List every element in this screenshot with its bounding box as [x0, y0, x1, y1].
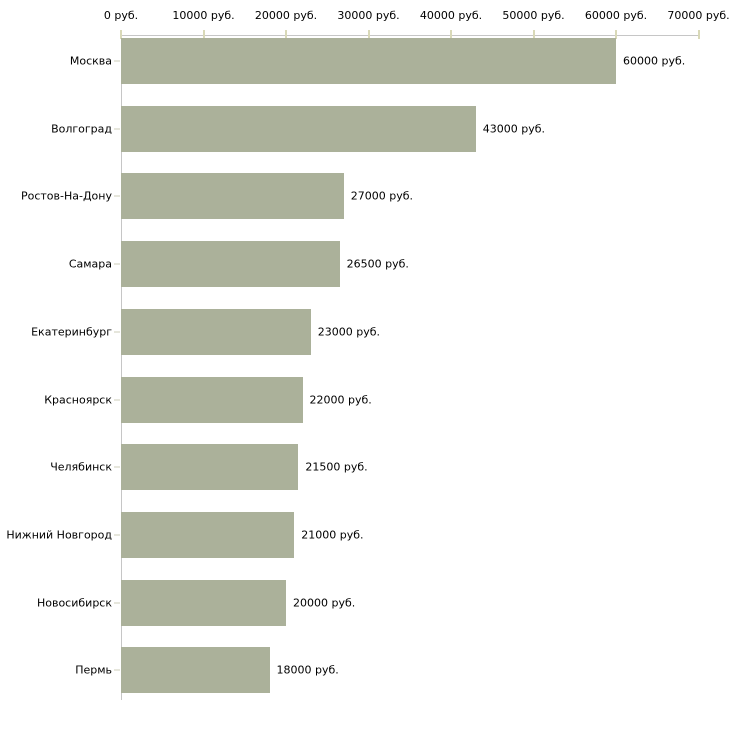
category-label: Ростов-На-Дону	[20, 189, 112, 203]
x-axis-tick-mark	[120, 30, 122, 39]
bar-8	[121, 511, 295, 558]
category-label: Красноярск	[44, 393, 112, 406]
bar-4	[121, 241, 340, 288]
category-tick-mark	[114, 399, 120, 400]
bar-6	[121, 376, 303, 423]
bar-7	[121, 444, 299, 491]
value-label: 22000 руб.	[309, 393, 372, 406]
bar-10	[121, 647, 270, 694]
value-label: 60000 руб.	[623, 54, 686, 68]
category-tick-mark	[114, 60, 120, 62]
x-axis-tick-label: 40000 руб.	[419, 9, 483, 22]
value-label: 21000 руб.	[301, 528, 364, 542]
x-axis-tick-mark	[285, 30, 287, 39]
x-axis-tick-mark	[532, 30, 535, 39]
x-axis-tick-label: 30000 руб.	[337, 9, 400, 22]
category-label: Екатеринбург	[31, 325, 112, 339]
category-tick-mark	[114, 466, 120, 468]
bar-5	[121, 308, 311, 355]
x-axis-tick-label: 50000 руб.	[502, 9, 565, 22]
value-label: 27000 руб.	[350, 189, 414, 203]
x-axis-tick-label: 20000 руб.	[254, 9, 318, 22]
category-tick-mark	[114, 263, 120, 265]
x-axis-tick-mark	[697, 30, 700, 39]
bar-2	[121, 105, 476, 152]
category-label: Новосибирск	[36, 596, 112, 610]
y-axis-line	[121, 35, 122, 700]
value-label: 21500 руб.	[305, 460, 368, 474]
x-axis-tick-label: 0 руб.	[103, 9, 139, 22]
category-tick-mark	[114, 331, 120, 333]
x-axis-tick-mark	[367, 30, 370, 39]
category-tick-mark	[114, 195, 120, 197]
category-label: Волгоград	[51, 122, 112, 136]
category-tick-mark	[114, 602, 120, 604]
x-axis-tick-mark	[450, 30, 452, 39]
category-tick-mark	[114, 669, 120, 671]
x-axis-tick-label: 70000 руб.	[667, 9, 730, 22]
category-tick-mark	[114, 128, 120, 130]
bar-3	[121, 173, 344, 220]
bar-9	[121, 579, 286, 626]
value-label: 20000 руб.	[293, 596, 356, 610]
x-axis-tick-mark	[202, 30, 205, 39]
value-label: 26500 руб.	[346, 257, 409, 271]
x-axis-tick-label: 10000 руб.	[172, 9, 235, 22]
x-axis-tick-label: 60000 руб.	[584, 9, 648, 22]
value-label: 18000 руб.	[276, 663, 339, 677]
category-label: Нижний Новгород	[6, 528, 112, 542]
x-axis-tick-mark	[615, 30, 617, 39]
category-label: Челябинск	[50, 460, 112, 474]
category-label: Пермь	[75, 663, 112, 677]
bar-1	[121, 38, 616, 84]
category-label: Москва	[69, 54, 112, 68]
category-tick-mark	[114, 534, 120, 536]
value-label: 23000 руб.	[317, 325, 381, 339]
category-label: Самара	[68, 257, 112, 271]
value-label: 43000 руб.	[482, 122, 546, 136]
x-axis-line	[121, 35, 700, 36]
